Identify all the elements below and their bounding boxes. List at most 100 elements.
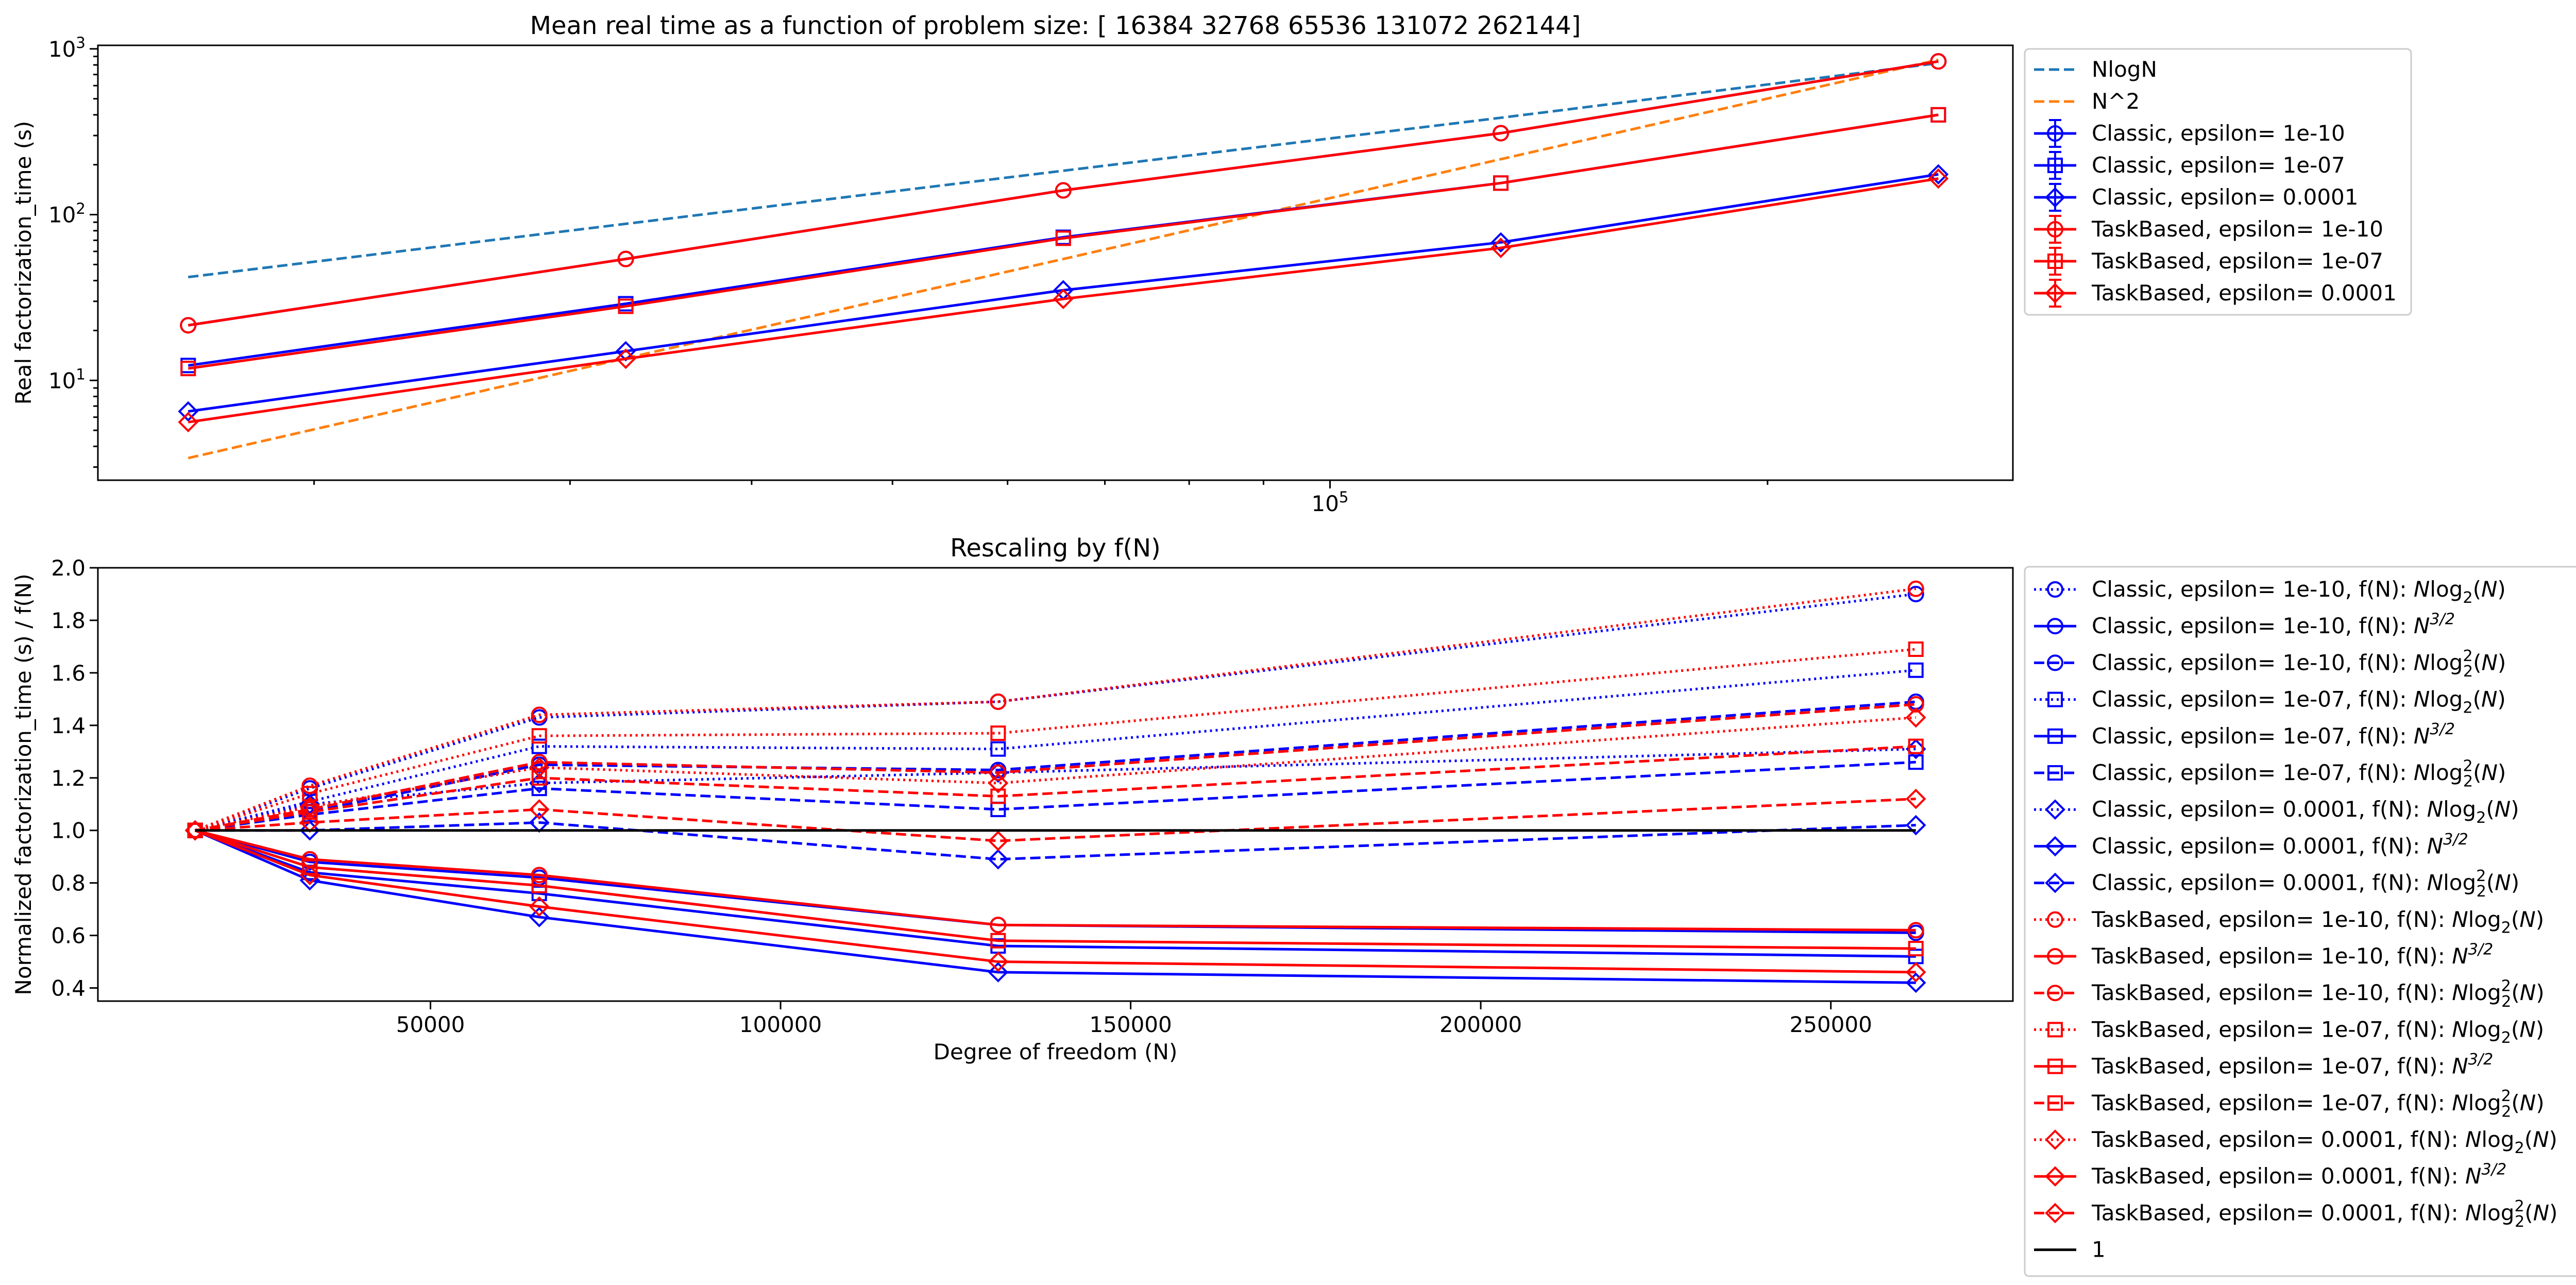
tick-exponent: 1 xyxy=(76,365,86,383)
legend-label: N^2 xyxy=(2092,89,2140,114)
legend-marker-2 xyxy=(2047,654,2063,671)
data-point-14-4 xyxy=(1908,738,1924,754)
y-tick-label: 1.4 xyxy=(51,713,86,738)
x-axis-label: Degree of freedom (N) xyxy=(934,1039,1178,1064)
legend-marker-17 xyxy=(2045,1203,2065,1224)
legend-box xyxy=(2024,48,2412,316)
x-tick-label: 250000 xyxy=(1789,1012,1872,1037)
legend-box xyxy=(2024,566,2576,1277)
data-point-16-3 xyxy=(988,951,1009,972)
series-line-7 xyxy=(188,177,1939,424)
legend-label-name: TaskBased, epsilon= 1e-10, f(N): xyxy=(2091,980,2452,1005)
data-point-7-4 xyxy=(1905,972,1926,993)
tick-base: 10 xyxy=(48,37,76,62)
data-point-13-2 xyxy=(531,877,547,893)
data-point-5-4 xyxy=(1930,53,1947,70)
data-point-5-1 xyxy=(617,250,634,267)
legend-marker-9 xyxy=(2047,911,2063,928)
data-point-14-2 xyxy=(531,770,547,786)
legend-marker-10 xyxy=(2047,948,2063,965)
data-point-6-1 xyxy=(618,298,634,314)
legend-label-name: TaskBased, epsilon= 1e-07, f(N): xyxy=(2091,1054,2452,1079)
data-point-12-2 xyxy=(531,728,547,744)
legend-label-name: Classic, epsilon= 1e-10, f(N): xyxy=(2092,577,2414,602)
data-point-13-3 xyxy=(990,933,1006,949)
series-line-7 xyxy=(194,829,1916,984)
series-line-10 xyxy=(195,829,1916,932)
data-point-17-3 xyxy=(988,831,1009,851)
legend-label: Classic, epsilon= 1e-07, f(N): Nlog2(N) xyxy=(2092,687,2506,717)
data-point-12-3 xyxy=(990,725,1006,741)
series-line-11 xyxy=(195,703,1916,832)
series-line-4 xyxy=(194,829,1916,958)
legend-label: TaskBased, epsilon= 0.0001, f(N): Nlog2 2… xyxy=(2091,1197,2557,1231)
legend-label-name: Classic, epsilon= 0.0001, f(N): xyxy=(2092,870,2427,895)
legend-marker-12 xyxy=(2047,1022,2063,1038)
series-line-14 xyxy=(195,745,1916,832)
y-axis-label: Normalized factorization_time (s) / f(N) xyxy=(11,573,36,995)
x-tick-label: 200000 xyxy=(1439,1012,1522,1037)
series-line-6 xyxy=(188,113,1939,370)
legend-label: NlogN xyxy=(2092,57,2157,82)
x-tick-label: 150000 xyxy=(1089,1012,1172,1037)
data-point-7-3 xyxy=(1490,238,1511,258)
legend-label: TaskBased, epsilon= 1e-10, f(N): N3/2 xyxy=(2091,940,2493,969)
plot-area xyxy=(98,45,2013,480)
series-line-5 xyxy=(195,760,1916,832)
legend-marker-14 xyxy=(2047,1095,2063,1111)
tick-exponent: 5 xyxy=(1339,488,1349,506)
data-point-5-4 xyxy=(1908,754,1924,770)
data-point-9-3 xyxy=(990,693,1007,710)
legend-label-name: TaskBased, epsilon= 1e-10, f(N): xyxy=(2091,943,2452,969)
data-point-14-1 xyxy=(302,804,318,820)
legend-label-name: Classic, epsilon= 1e-07, f(N): xyxy=(2092,760,2414,785)
legend-label-name: Classic, epsilon= 1e-10, f(N): xyxy=(2092,613,2414,638)
data-point-5-2 xyxy=(1055,182,1072,199)
legend-label-name: TaskBased, epsilon= 0.0001, f(N): xyxy=(2091,1163,2465,1189)
tick-base: 10 xyxy=(1311,491,1338,516)
legend-label: TaskBased, epsilon= 1e-10, f(N): Nlog2(N… xyxy=(2091,907,2544,937)
legend-marker-5 xyxy=(2047,765,2063,781)
legend-marker-1 xyxy=(2047,618,2063,635)
legend-marker-7 xyxy=(2045,836,2065,857)
data-point-7-1 xyxy=(615,348,636,369)
data-point-8-3 xyxy=(988,849,1009,870)
series-group xyxy=(184,580,1926,993)
legend-label: 1 xyxy=(2092,1237,2106,1262)
legend-marker-8 xyxy=(2045,872,2065,893)
data-point-8-1 xyxy=(299,820,320,841)
y-tick-label: 0.4 xyxy=(51,976,86,1001)
data-point-7-2 xyxy=(529,907,550,927)
series-line-1 xyxy=(188,58,1939,460)
axes-frame xyxy=(97,44,2014,481)
data-point-3-4 xyxy=(1908,662,1924,678)
series-line-0 xyxy=(188,62,1939,279)
series-line-9 xyxy=(194,587,1916,832)
data-point-16-2 xyxy=(529,896,550,917)
legend-label: TaskBased, epsilon= 1e-07, f(N): Nlog2(N… xyxy=(2091,1017,2544,1047)
axes-frame xyxy=(97,567,2014,1002)
data-point-7-0 xyxy=(178,412,199,433)
data-point-9-4 xyxy=(1907,580,1924,597)
data-point-6-0 xyxy=(180,361,196,377)
legend-label: Classic, epsilon= 1e-10, f(N): Nlog2 2(N) xyxy=(2092,647,2506,681)
tick-base: 10 xyxy=(48,368,76,393)
data-point-5-0 xyxy=(180,317,197,334)
series-line-17 xyxy=(195,798,1916,842)
data-point-17-4 xyxy=(1905,788,1926,809)
tick-exponent: 3 xyxy=(76,34,86,52)
x-tick-label: 105 xyxy=(1311,488,1348,516)
data-point-11-2 xyxy=(531,754,548,771)
data-point-7-4 xyxy=(1928,168,1949,189)
legend-label: Classic, epsilon= 1e-10, f(N): Nlog2(N) xyxy=(2092,577,2506,607)
bottom-chart-panel: 50000 100000 150000 200000 250000 0.4 0.6 0.8 1.… xyxy=(11,534,2576,1277)
data-point-6-3 xyxy=(1493,175,1509,191)
data-point-5-2 xyxy=(531,781,547,797)
data-point-16-4 xyxy=(1905,962,1926,983)
legend-label: Classic, epsilon= 1e-07, f(N): Nlog2 2(N) xyxy=(2092,757,2506,790)
data-point-4-4 xyxy=(1928,164,1949,185)
data-point-6-2 xyxy=(1055,230,1071,246)
y-tick-label: 1.8 xyxy=(51,608,86,633)
data-point-4-0 xyxy=(178,401,199,422)
data-point-11-3 xyxy=(990,764,1007,781)
